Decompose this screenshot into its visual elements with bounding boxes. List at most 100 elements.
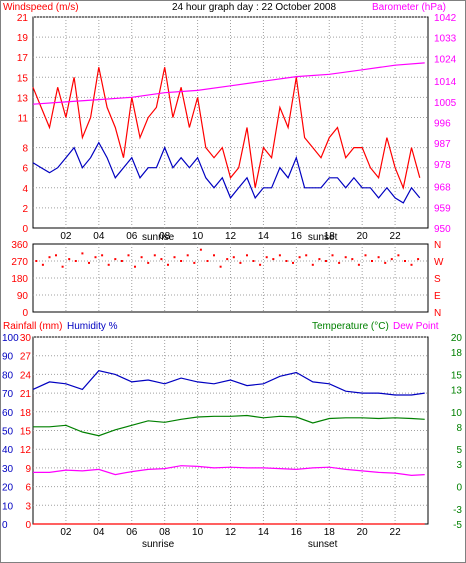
windspeed-tick-label: 13	[17, 93, 29, 104]
windspeed-axis-label: Windspeed (m/s)	[3, 2, 79, 13]
direction-point	[311, 263, 314, 266]
rainfall-tick-label: 9	[25, 464, 31, 475]
series-gust	[32, 67, 421, 190]
direction-point	[186, 254, 189, 257]
direction-point	[371, 260, 373, 262]
direction-tick-label: 270	[11, 257, 28, 268]
x-tick-label: 10	[192, 527, 204, 538]
rainfall-tick-label: 30	[20, 333, 32, 344]
x-tick-label: 14	[258, 527, 270, 538]
barometer-tick-label: 1005	[434, 98, 457, 109]
direction-point	[298, 256, 301, 259]
wind-barometer-plot: 0246811131517192195095996897898799610051…	[17, 13, 457, 243]
x-tick-label: 06	[126, 527, 138, 538]
windspeed-tick-label: 4	[22, 184, 28, 195]
barometer-tick-label: 968	[434, 183, 451, 194]
rainfall-tick-label: 21	[20, 389, 32, 400]
temperature-tick-label: 10	[451, 408, 463, 419]
direction-point	[213, 254, 215, 257]
direction-tick-label: 90	[17, 291, 29, 302]
direction-point	[272, 258, 275, 261]
direction-point	[232, 256, 235, 259]
temperature-tick-label: 13	[451, 385, 463, 396]
series-humidity	[32, 370, 425, 396]
direction-point	[344, 256, 347, 259]
humidity-axis-label: Humidity %	[67, 321, 118, 332]
x-tick-label: 18	[324, 231, 336, 242]
compass-label: W	[434, 257, 444, 268]
sunset-label: sunset	[308, 232, 338, 243]
direction-point	[167, 263, 169, 266]
direction-point	[226, 258, 229, 261]
direction-point	[318, 258, 321, 261]
direction-point	[173, 256, 176, 259]
humidity-tick-label: 70	[2, 389, 14, 400]
direction-point	[351, 258, 354, 261]
windspeed-tick-label: 17	[17, 53, 29, 64]
windspeed-tick-label: 15	[17, 73, 29, 84]
windspeed-tick-label: 2	[22, 204, 28, 215]
x-tick-label: 10	[192, 231, 204, 242]
direction-point	[94, 256, 97, 259]
series-baro	[32, 62, 425, 105]
barometer-tick-label: 987	[434, 139, 451, 150]
x-tick-label: 22	[390, 527, 402, 538]
humidity-tick-label: 50	[2, 427, 14, 438]
direction-point	[364, 254, 367, 257]
barometer-tick-label: 1024	[434, 54, 457, 65]
direction-point	[390, 258, 393, 261]
direction-point	[384, 261, 387, 264]
temperature-tick-label: 20	[451, 333, 463, 344]
x-tick-label: 08	[159, 231, 171, 242]
temperature-axis-label: Temperature (°C)	[312, 321, 389, 332]
direction-point	[252, 260, 255, 262]
barometer-tick-label: 1033	[434, 34, 457, 45]
direction-point	[331, 254, 334, 257]
windspeed-tick-label: 21	[17, 13, 29, 24]
compass-label: N	[434, 308, 441, 319]
windspeed-tick-label: 8	[22, 144, 28, 155]
direction-point	[74, 260, 77, 262]
temperature-tick-label: 5	[456, 445, 462, 456]
barometer-tick-label: 996	[434, 119, 451, 130]
series-avg	[32, 141, 421, 204]
direction-point	[55, 254, 57, 257]
x-tick-label: 16	[291, 231, 303, 242]
temperature-humidity-plot: 0102030405060708090100036912151821242730…	[2, 333, 462, 550]
direction-point	[292, 261, 294, 264]
dewpoint-axis-label: Dew Point	[393, 321, 439, 332]
direction-tick-label: 180	[11, 274, 28, 285]
temperature-tick-label: -5	[453, 520, 462, 531]
chart-title: 24 hour graph day : 22 October 2008	[172, 2, 336, 13]
humidity-tick-label: 80	[2, 370, 14, 381]
barometer-tick-label: 1014	[434, 77, 457, 88]
direction-point	[278, 254, 281, 257]
direction-point	[160, 258, 163, 261]
sunrise-label: sunrise	[142, 232, 175, 243]
direction-point	[120, 260, 123, 262]
humidity-tick-label: 20	[2, 483, 14, 494]
series-dewpoint	[33, 465, 425, 477]
direction-point	[259, 263, 262, 266]
direction-point	[325, 260, 327, 262]
barometer-tick-label: 1042	[434, 13, 457, 24]
compass-label: E	[434, 291, 441, 302]
direction-point	[265, 256, 268, 259]
x-tick-label: 02	[60, 527, 72, 538]
direction-point	[404, 260, 406, 262]
x-tick-label: 06	[126, 231, 138, 242]
x-tick-label: 04	[93, 231, 105, 242]
sunrise-label: sunrise	[142, 539, 175, 550]
humidity-tick-label: 100	[2, 333, 19, 344]
barometer-tick-label: 950	[434, 224, 451, 235]
direction-point	[246, 254, 248, 257]
x-tick-label: 12	[225, 231, 237, 242]
direction-point	[377, 256, 380, 259]
direction-point	[193, 261, 196, 264]
direction-point	[417, 258, 420, 261]
rainfall-tick-label: 27	[20, 352, 32, 363]
humidity-tick-label: 40	[2, 445, 14, 456]
direction-point	[410, 263, 413, 266]
direction-point	[61, 265, 64, 268]
